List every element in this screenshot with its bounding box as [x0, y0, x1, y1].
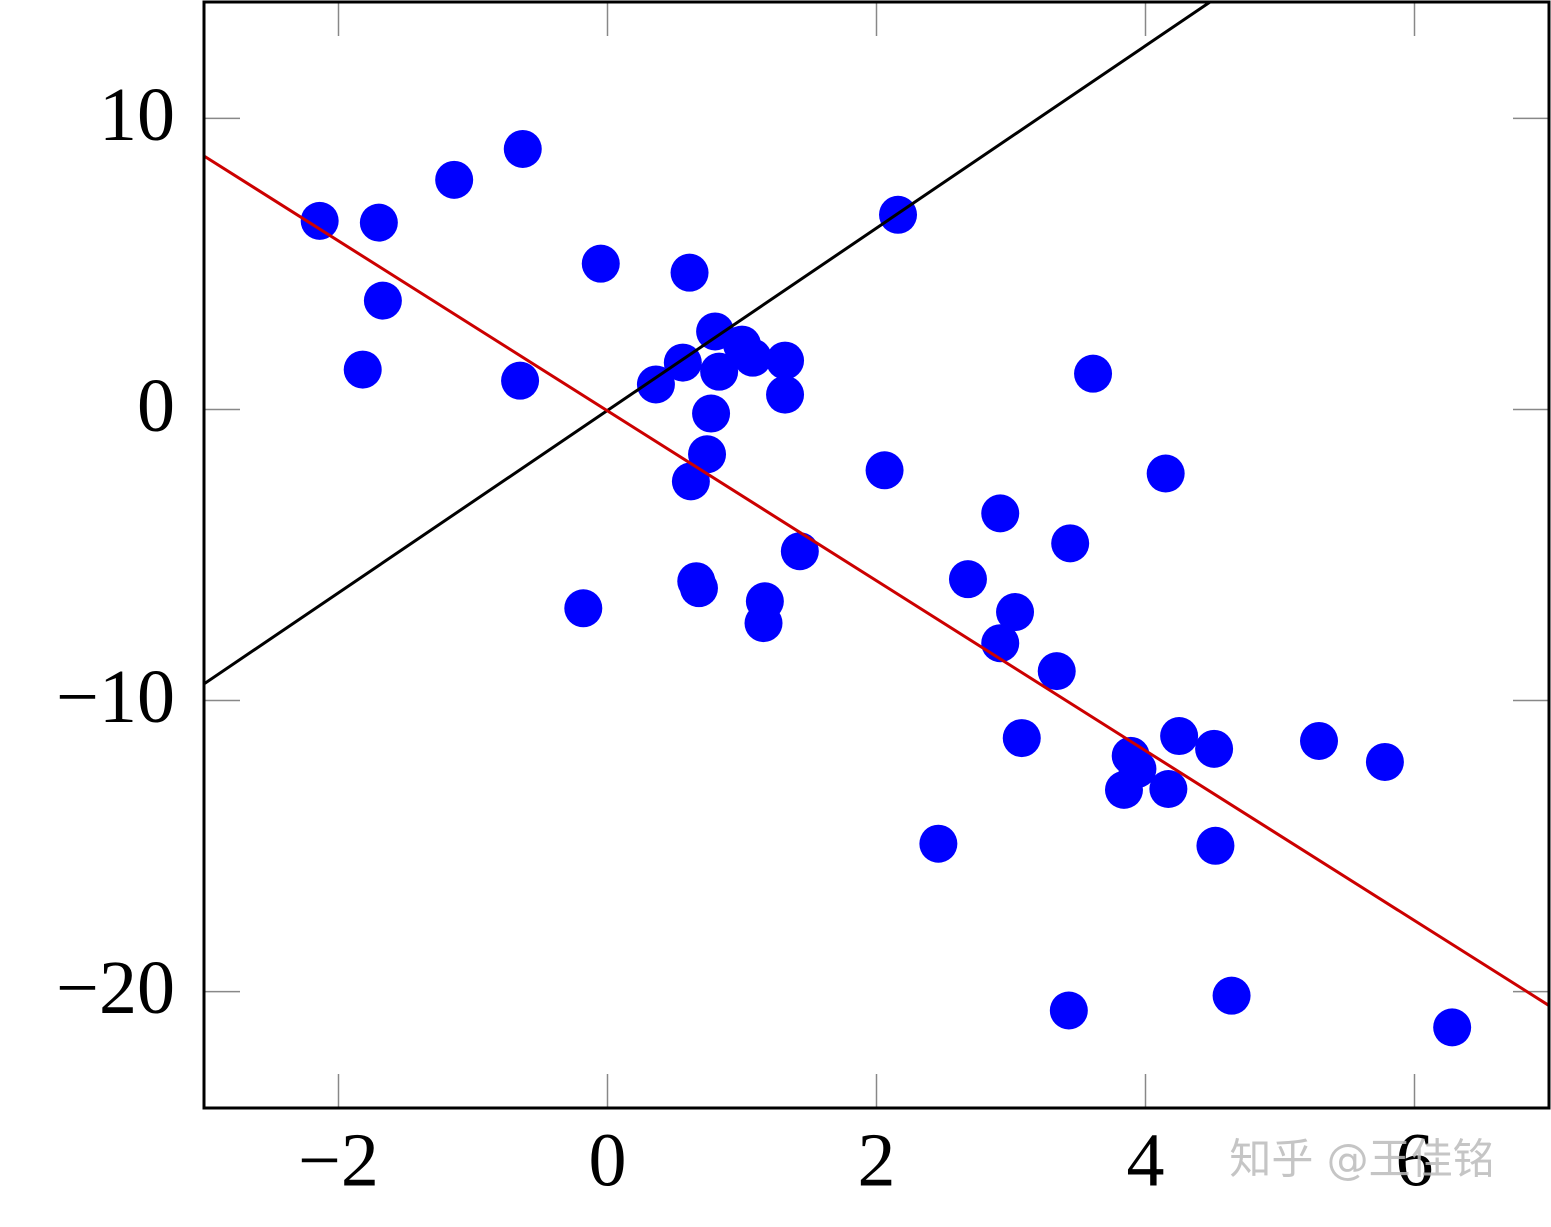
y-tick-label: −20 [56, 946, 175, 1030]
point [636, 365, 675, 404]
point [501, 361, 540, 400]
x-tick-label: −2 [298, 1118, 379, 1202]
point [1433, 1008, 1472, 1047]
point [1365, 742, 1404, 781]
point [996, 593, 1035, 632]
point [948, 560, 987, 599]
plot-frame [202, 0, 1551, 1110]
watermark: 知乎 @王佳铭 [1229, 1135, 1494, 1184]
fit-line [204, 2, 1211, 686]
point [692, 394, 731, 433]
x-tick-label: 0 [589, 1118, 627, 1202]
point [981, 494, 1020, 533]
point [359, 203, 398, 242]
point [1160, 717, 1199, 756]
point [1149, 770, 1188, 809]
point [780, 532, 819, 571]
point [670, 253, 709, 292]
point [1195, 729, 1234, 768]
point [981, 624, 1020, 663]
point [300, 201, 339, 240]
point [581, 244, 620, 283]
point [865, 451, 904, 490]
x-tick-label: 4 [1127, 1118, 1165, 1202]
point [1212, 976, 1251, 1015]
point [1037, 652, 1076, 691]
point [1051, 524, 1090, 563]
point [1049, 991, 1088, 1030]
point [766, 341, 805, 380]
point [1104, 770, 1143, 809]
point [1002, 719, 1041, 758]
point [679, 569, 718, 608]
point [1146, 454, 1185, 493]
point [744, 604, 783, 643]
point [363, 281, 402, 320]
point [435, 160, 474, 199]
point [1196, 826, 1235, 865]
x-tick-label: 6 [1396, 1118, 1434, 1202]
point [1300, 721, 1339, 760]
point [766, 375, 805, 414]
x-tick-label: 2 [858, 1118, 896, 1202]
point [700, 352, 739, 391]
point [343, 350, 382, 389]
point [733, 338, 772, 377]
y-tick-label: 0 [137, 364, 175, 448]
y-tick-label: 10 [99, 73, 175, 157]
y-tick-label: −10 [56, 655, 175, 739]
point [919, 824, 958, 863]
point [564, 589, 603, 628]
fit-line [204, 154, 1549, 1007]
point [671, 462, 710, 501]
point [503, 129, 542, 168]
point [1074, 354, 1113, 393]
